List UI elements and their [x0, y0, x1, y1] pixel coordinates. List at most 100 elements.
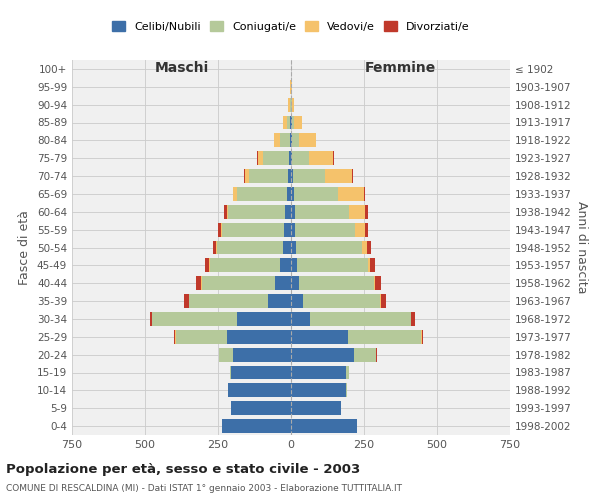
Bar: [298, 258, 368, 272]
Bar: [364, 187, 365, 201]
Bar: [202, 276, 275, 290]
Bar: [290, 134, 291, 147]
Bar: [291, 134, 292, 147]
Y-axis label: Anni di nascita: Anni di nascita: [575, 201, 588, 294]
Bar: [149, 312, 152, 326]
Bar: [280, 258, 291, 272]
Bar: [237, 187, 287, 201]
Bar: [292, 151, 308, 165]
Bar: [380, 294, 381, 308]
Bar: [349, 205, 365, 219]
Bar: [291, 366, 346, 380]
Bar: [233, 187, 237, 201]
Bar: [296, 240, 362, 254]
Bar: [217, 240, 283, 254]
Bar: [216, 240, 217, 254]
Bar: [292, 116, 294, 130]
Bar: [223, 222, 284, 236]
Bar: [280, 134, 290, 147]
Bar: [291, 240, 296, 254]
Bar: [205, 258, 209, 272]
Bar: [233, 348, 291, 362]
Bar: [224, 205, 227, 219]
Bar: [292, 98, 294, 112]
Bar: [291, 169, 293, 183]
Y-axis label: Fasce di età: Fasce di età: [19, 210, 31, 285]
Bar: [284, 222, 291, 236]
Bar: [290, 98, 291, 112]
Bar: [291, 258, 298, 272]
Bar: [152, 312, 237, 326]
Bar: [291, 348, 354, 362]
Bar: [291, 205, 295, 219]
Bar: [381, 294, 386, 308]
Bar: [231, 366, 291, 380]
Bar: [362, 240, 367, 254]
Bar: [295, 205, 349, 219]
Bar: [291, 384, 346, 398]
Bar: [291, 187, 294, 201]
Bar: [237, 312, 291, 326]
Bar: [230, 366, 231, 380]
Bar: [218, 222, 221, 236]
Bar: [367, 240, 371, 254]
Bar: [223, 419, 291, 433]
Bar: [287, 187, 291, 201]
Bar: [176, 330, 227, 344]
Bar: [231, 401, 291, 415]
Bar: [291, 401, 341, 415]
Bar: [374, 276, 376, 290]
Bar: [346, 366, 349, 380]
Bar: [302, 294, 380, 308]
Bar: [291, 222, 295, 236]
Bar: [289, 98, 290, 112]
Bar: [299, 134, 316, 147]
Bar: [184, 294, 188, 308]
Bar: [263, 151, 289, 165]
Text: COMUNE DI RESCALDINA (MI) - Dati ISTAT 1° gennaio 2003 - Elaborazione TUTTITALIA: COMUNE DI RESCALDINA (MI) - Dati ISTAT 1…: [6, 484, 402, 493]
Bar: [348, 330, 421, 344]
Bar: [227, 330, 291, 344]
Bar: [258, 151, 263, 165]
Bar: [365, 205, 368, 219]
Bar: [289, 151, 291, 165]
Bar: [365, 222, 368, 236]
Bar: [220, 348, 233, 362]
Bar: [228, 384, 291, 398]
Bar: [293, 169, 325, 183]
Bar: [355, 222, 365, 236]
Bar: [213, 240, 216, 254]
Bar: [294, 187, 338, 201]
Bar: [325, 169, 352, 183]
Bar: [291, 151, 292, 165]
Text: Maschi: Maschi: [154, 61, 209, 75]
Bar: [412, 312, 415, 326]
Bar: [227, 205, 228, 219]
Bar: [285, 205, 291, 219]
Bar: [283, 240, 291, 254]
Bar: [310, 312, 411, 326]
Bar: [291, 419, 356, 433]
Bar: [275, 276, 291, 290]
Bar: [174, 330, 175, 344]
Bar: [368, 258, 370, 272]
Bar: [228, 205, 285, 219]
Bar: [295, 222, 355, 236]
Text: Popolazione per età, sesso e stato civile - 2003: Popolazione per età, sesso e stato civil…: [6, 462, 360, 475]
Bar: [287, 116, 290, 130]
Bar: [291, 330, 348, 344]
Bar: [354, 348, 376, 362]
Bar: [370, 258, 375, 272]
Bar: [189, 294, 268, 308]
Bar: [299, 276, 374, 290]
Bar: [338, 187, 364, 201]
Bar: [376, 276, 381, 290]
Bar: [245, 169, 248, 183]
Bar: [291, 312, 310, 326]
Bar: [291, 276, 299, 290]
Bar: [308, 151, 334, 165]
Bar: [291, 294, 302, 308]
Bar: [221, 222, 223, 236]
Bar: [294, 116, 302, 130]
Bar: [288, 169, 291, 183]
